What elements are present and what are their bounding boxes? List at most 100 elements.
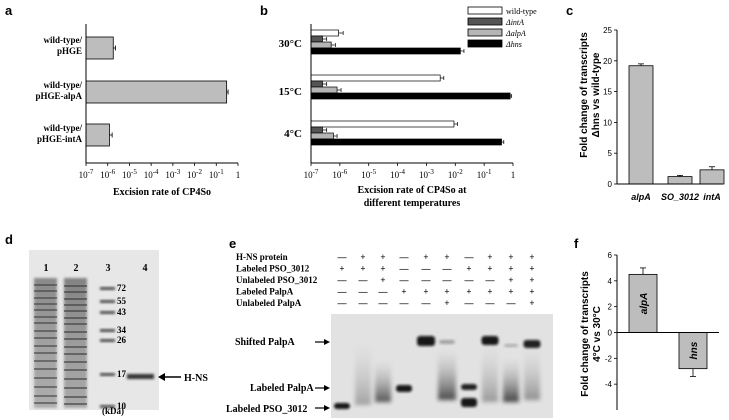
- c-y-axis-label-line-1: Δhns vs wild-type: [591, 52, 602, 137]
- emsa-band-l5-shifted: [417, 336, 435, 346]
- emsa-row-label-2: Unlabeled PSO_3012: [236, 275, 318, 285]
- c-y-axis-label-line-0: Fold change of transcripts: [579, 32, 590, 158]
- gel-d-marker-43: 43: [117, 307, 127, 317]
- b-x-tick-label-7: 1: [511, 170, 516, 180]
- emsa-row-1-lane-7: +: [466, 264, 471, 274]
- panel-f-chart: Fold change of transcripts 4°C vs 30°C a…: [580, 251, 719, 410]
- emsa-band-l7-so3012: [461, 398, 477, 407]
- emsa-band-l4-free: [396, 385, 412, 392]
- legend-swatch-wild-type: [467, 6, 503, 15]
- emsa-smear-l10: [524, 350, 540, 400]
- b-x-tick-label-5: 10-2: [448, 168, 463, 180]
- b-bar-2-2: [310, 132, 334, 140]
- a-cat-1-line-1: pHGE-alpA: [35, 91, 82, 101]
- emsa-row-2-lane-6: —: [442, 275, 453, 285]
- f-bar-1: [678, 332, 708, 370]
- gel-d-lane-1-band-11: [34, 360, 57, 362]
- legend-label-hns: Δhns: [505, 40, 522, 49]
- panel-b-legend: wild-type ΔintA ΔalpA Δhns: [467, 6, 537, 49]
- a-bar-1: [85, 80, 228, 104]
- b-x-tick-label-3: 10-4: [390, 168, 405, 180]
- gel-d-marker-band-6: [100, 405, 115, 408]
- legend-swatch-alpA: [467, 28, 503, 37]
- emsa-row-3-lane-6: +: [444, 287, 449, 297]
- c-y-tick-label-2: 10: [603, 118, 612, 127]
- emsa-row-label-4: Unlabeled PalpA: [236, 298, 302, 308]
- emsa-row-4-lane-9: —: [506, 298, 517, 308]
- emsa-row-3-lane-2: —: [358, 287, 369, 297]
- c-y-tick-label-1: 5: [608, 149, 613, 158]
- emsa-arrowhead-labeled-so3012: [324, 405, 330, 411]
- gel-d-marker-26: 26: [117, 335, 127, 345]
- gel-d-lane-2-band-10: [64, 353, 87, 355]
- gel-d-lane-2-band-6: [64, 323, 87, 325]
- a-x-tick-label-6: 10-1: [209, 168, 224, 180]
- b-x-axis-label-line-0: Excision rate of CP4So at: [358, 185, 468, 196]
- gel-d-lane-2-band-7: [64, 331, 87, 333]
- gel-d-marker-10: 10: [117, 401, 127, 411]
- b-cat-15C: 15°C: [279, 86, 302, 98]
- emsa-label-labeled-alpA: Labeled PalpA: [250, 383, 314, 394]
- panel-b-category-labels: 30°C 15°C 4°C: [279, 38, 302, 140]
- a-cat-0-line-1: pHGE: [57, 46, 82, 56]
- gel-d-marker-band-4: [100, 339, 115, 342]
- emsa-row-2-lane-8: —: [485, 275, 496, 285]
- b-bar-2-0: [310, 120, 455, 128]
- c-x-tick-label-1: SO_3012: [661, 192, 699, 202]
- b-cat-30C: 30°C: [279, 38, 302, 50]
- emsa-band-l7-alpA: [461, 384, 477, 390]
- emsa-row-1-lane-5: —: [421, 264, 432, 274]
- emsa-row-2-lane-2: —: [358, 275, 369, 285]
- gel-d-lane-2-band-0: [64, 285, 87, 287]
- a-x-tick-label-3: 10-4: [144, 168, 159, 180]
- b-bar-1-0: [310, 74, 441, 82]
- c-y-tick-label-5: 25: [603, 26, 612, 35]
- gel-d-marker-labels: 72 55 43 34 26 17 10: [117, 283, 127, 411]
- panel-e-emsa: H-NS protein — + + — + + — + + +Labeled PSO_3012 + +…: [226, 252, 553, 418]
- panel-label-e: e: [229, 236, 236, 251]
- legend-swatch-intA: [467, 17, 503, 26]
- emsa-band-l1-free: [334, 403, 350, 409]
- f-y-tick-label-4: 4: [608, 277, 613, 286]
- gel-d-marker-55: 55: [117, 296, 127, 306]
- gel-d-lane-2-band-4: [64, 310, 87, 312]
- emsa-row-3-lane-5: +: [423, 287, 428, 297]
- a-cat-1-line-0: wild-type/: [43, 80, 82, 90]
- b-bar-2-1: [310, 126, 323, 134]
- emsa-row-4-lane-5: —: [421, 298, 432, 308]
- gel-d-marker-34: 34: [117, 325, 127, 335]
- b-cat-4C: 4°C: [284, 128, 302, 140]
- emsa-row-4-lane-6: +: [444, 298, 449, 308]
- b-bar-0-3: [310, 47, 461, 55]
- panel-c-chart: Fold change of transcripts Δhns vs wild-…: [579, 26, 725, 202]
- emsa-row-label-0: H-NS protein: [236, 252, 288, 262]
- panel-a-axes: 10-7 10-6 10-5 10-4 10-3 10-2 10-1 1: [79, 24, 240, 180]
- gel-d-lane-2-band-14: [64, 387, 87, 389]
- gel-d-lane-1-band-3: [34, 303, 57, 305]
- gel-d-lane-2-band-15: [64, 396, 87, 398]
- b-x-tick-label-2: 10-5: [361, 168, 376, 180]
- f-y-tick-label-1: -2: [605, 354, 613, 363]
- emsa-smear-l2: [355, 345, 371, 405]
- gel-d-marker-band-3: [100, 329, 115, 332]
- emsa-band-l9-faint: [504, 344, 518, 347]
- panel-c-axes: alpA SO_3012 intA 0 5 10 15 20 25: [603, 26, 723, 202]
- gel-d-marker-band-0: [100, 287, 115, 290]
- panel-label-d: d: [5, 232, 13, 247]
- emsa-row-2-lane-4: —: [399, 275, 410, 285]
- emsa-row-3-lane-10: +: [529, 287, 534, 297]
- emsa-row-0-lane-6: +: [444, 252, 449, 262]
- gel-d-lane-1-band-13: [34, 377, 57, 379]
- emsa-row-0-lane-9: +: [508, 252, 513, 262]
- panel-a-bars: [85, 36, 229, 147]
- legend-swatch-hns: [467, 39, 503, 48]
- gel-d-lane-2-band-16: [64, 403, 87, 405]
- emsa-condition-table: H-NS protein — + + — + + — + + +Labeled PSO_3012 + +…: [236, 252, 535, 308]
- emsa-row-2-lane-7: —: [464, 275, 475, 285]
- emsa-arrow-labels: Shifted PalpA Labeled PalpA Labeled PSO_…: [226, 337, 330, 415]
- emsa-row-1-lane-10: +: [529, 264, 534, 274]
- emsa-row-0-lane-4: —: [399, 252, 410, 262]
- emsa-row-2-lane-1: —: [337, 275, 348, 285]
- emsa-row-1-lane-9: +: [508, 264, 513, 274]
